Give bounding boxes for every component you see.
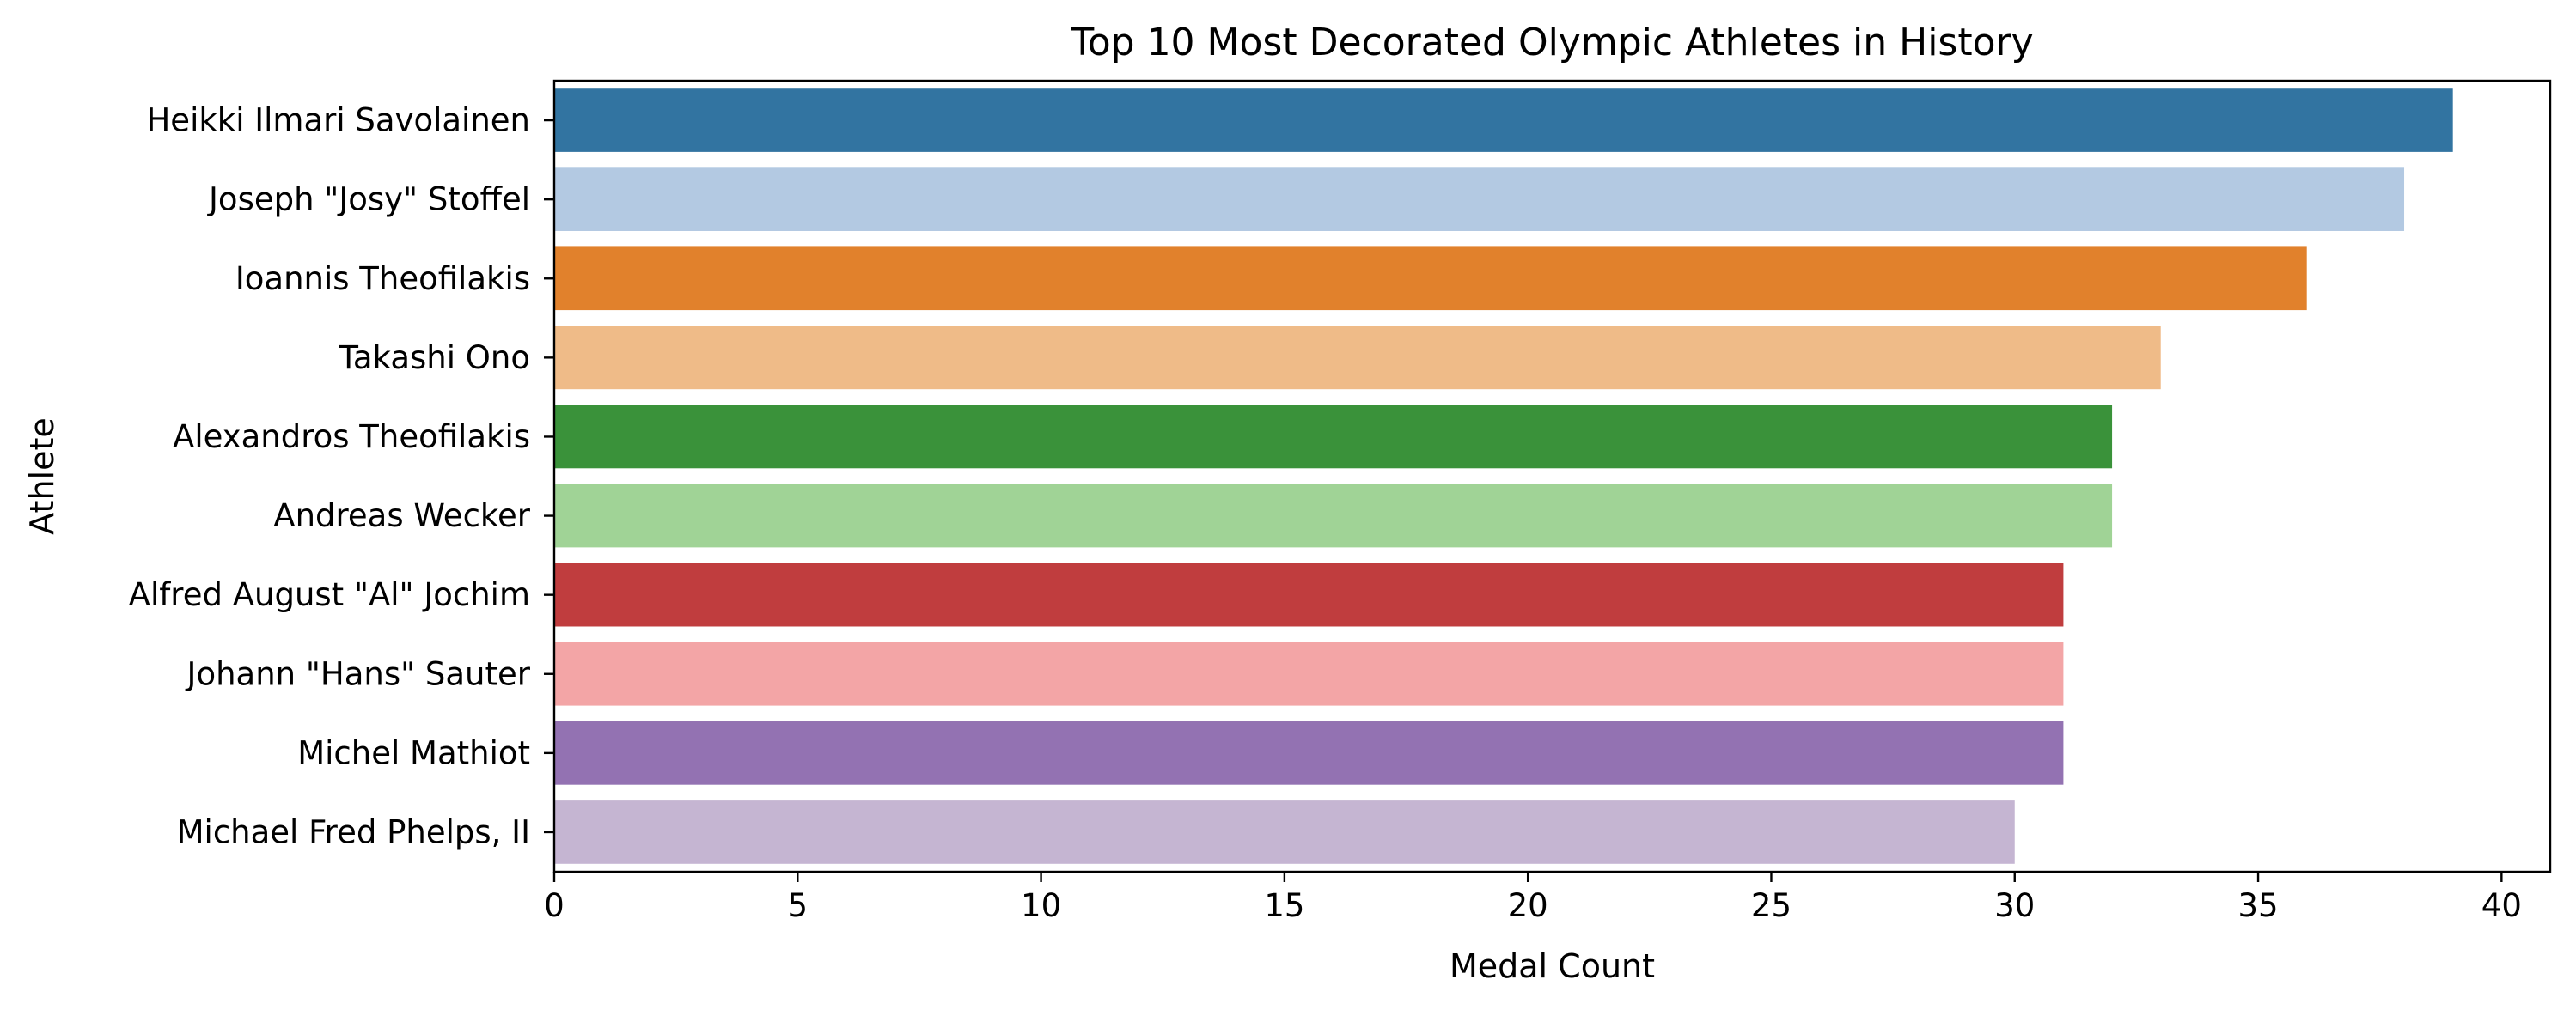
chart-title: Top 10 Most Decorated Olympic Athletes i… xyxy=(1070,21,2033,64)
y-tick-label: Alexandros Theofilakis xyxy=(173,418,530,455)
bar-takashi-ono xyxy=(554,326,2161,390)
y-tick-label: Ioannis Theofilakis xyxy=(235,260,530,297)
x-tick-label: 35 xyxy=(2238,887,2279,924)
x-tick-label: 20 xyxy=(1508,887,1548,924)
bar-andreas-wecker xyxy=(554,484,2113,548)
y-tick-label: Takashi Ono xyxy=(338,339,530,376)
y-tick-label: Alfred August "Al" Jochim xyxy=(129,576,530,613)
plot-frame xyxy=(552,79,2552,873)
y-tick-label: Michael Fred Phelps, II xyxy=(177,813,530,850)
bar-alexandros-theofilakis xyxy=(554,405,2113,469)
x-axis-label: Medal Count xyxy=(1450,947,1655,985)
x-tick-label: 10 xyxy=(1021,887,1061,924)
y-tick-label: Johann "Hans" Sauter xyxy=(186,655,531,692)
x-tick-label: 30 xyxy=(1994,887,2035,924)
x-tick-label: 25 xyxy=(1751,887,1792,924)
x-tick-label: 40 xyxy=(2481,887,2522,924)
bar-michel-mathiot xyxy=(554,721,2064,785)
y-tick-label: Joseph "Josy" Stoffel xyxy=(207,181,530,218)
bar-alfred-august-al-jochim xyxy=(554,563,2064,627)
y-tick-label: Michel Mathiot xyxy=(297,734,530,771)
y-axis-label: Athlete xyxy=(23,417,61,535)
x-tick-label: 0 xyxy=(544,887,565,924)
bar-ioannis-theofilakis xyxy=(554,246,2307,311)
y-tick-label: Heikki Ilmari Savolainen xyxy=(146,102,530,139)
x-tick-group: 0 5 10 15 20 25 30 35 40 xyxy=(544,872,2522,924)
bars-group xyxy=(554,88,2453,864)
bar-heikki-ilmari-savolainen xyxy=(554,88,2453,152)
bar-joseph-josy-stoffel xyxy=(554,167,2405,231)
x-tick-label: 5 xyxy=(788,887,809,924)
bar-johann-hans-sauter xyxy=(554,642,2064,706)
y-tick-label: Andreas Wecker xyxy=(273,497,531,534)
x-tick-label: 15 xyxy=(1264,887,1304,924)
bar-michael-fred-phelps-ii xyxy=(554,800,2015,864)
y-tick-group: Heikki Ilmari Savolainen Joseph "Josy" St… xyxy=(129,102,554,850)
